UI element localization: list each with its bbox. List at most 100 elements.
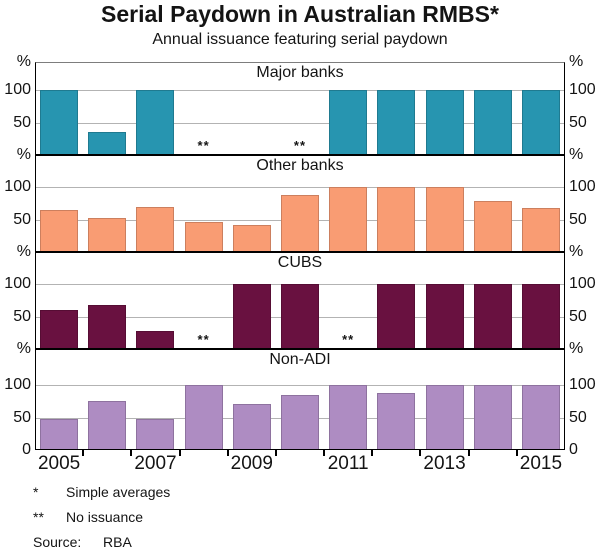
y-label-50-left: 50 [13,210,31,228]
panel-separator [35,154,565,156]
x-tick [515,450,518,456]
bar-other-banks-2009 [232,224,271,252]
x-label-2011: 2011 [327,453,369,474]
bar-other-banks-2007 [136,206,175,252]
panel-separator [35,348,565,350]
y-label-percent-left: % [16,146,31,163]
x-tick [323,450,326,456]
bar-major-banks-2006 [88,131,127,155]
bar-non-adi-2012 [377,392,416,450]
y-label-100-right: 100 [569,178,596,195]
bar-major-banks-2014 [473,90,512,155]
bar-other-banks-2014 [473,200,512,252]
bar-major-banks-2013 [425,90,464,155]
x-tick [178,450,181,456]
panel-separator [35,251,565,253]
bar-other-banks-2015 [521,208,560,252]
y-label-50-left: 50 [13,307,31,325]
x-tick [82,450,85,456]
y-label-percent-left: % [16,53,31,70]
bar-other-banks-2006 [88,217,127,252]
y-label-100-right: 100 [569,376,596,393]
bar-cubs-2005 [40,310,79,349]
x-label-2005: 2005 [37,453,81,474]
footnote-text: No issuance [66,509,144,525]
x-label-2009: 2009 [230,453,273,474]
bar-major-banks-2007 [136,90,175,155]
bar-non-adi-2010 [281,395,319,450]
footnote-text: Simple averages [66,484,171,500]
x-tick [467,450,470,456]
y-label-50-right: 50 [569,210,587,228]
bar-non-adi-2015 [521,385,560,450]
x-label-2013: 2013 [423,453,466,474]
chart-subtitle: Annual issuance featuring serial paydown [152,31,448,48]
y-label-50-right: 50 [569,307,587,325]
bar-non-adi-2014 [473,385,512,450]
bar-non-adi-2009 [232,403,271,450]
y-label-50-right: 50 [569,113,587,131]
bar-cubs-2014 [473,284,512,349]
y-label-percent-right: % [569,340,584,357]
gridline-100 [35,187,565,188]
gridline-100 [35,90,565,91]
y-label-percent-left: % [16,340,31,357]
bar-cubs-2010 [281,284,319,349]
panel-title-other-banks: Other banks [256,157,344,174]
bar-major-banks-2012 [377,90,416,155]
bar-other-banks-2010 [281,195,319,252]
y-label-100-left: 100 [4,275,31,292]
y-label-percent-right: % [569,243,584,260]
bar-other-banks-2008 [184,222,223,252]
y-label-0-right: 0 [569,441,578,458]
y-label-100-right: 100 [569,81,596,98]
bar-non-adi-2007 [136,419,175,450]
no-issuance-marker-major-banks-2008: ** [197,138,210,153]
bar-cubs-2013 [425,284,464,349]
bar-cubs-2006 [88,304,127,349]
panel-title-major-banks: Major banks [256,64,344,81]
y-label-50-left: 50 [13,408,31,426]
footnote-simple-averages: * Simple averages [33,484,170,509]
bar-non-adi-2008 [184,385,223,450]
chart-footnotes: * Simple averages ** No issuance Source:… [33,484,170,553]
bar-other-banks-2013 [425,187,464,252]
footnote-no-issuance: ** No issuance [33,509,170,534]
y-label-100-right: 100 [569,275,596,292]
gridline-100 [35,385,565,386]
bar-non-adi-2011 [329,385,368,450]
footnote-marker: ** [33,509,44,525]
x-tick [226,450,229,456]
x-label-2007: 2007 [134,453,177,474]
source-label: Source: [33,534,82,550]
panel-title-cubs: CUBS [277,254,323,271]
y-label-percent-right: % [569,146,584,163]
no-issuance-marker-cubs-2008: ** [197,332,210,347]
bar-non-adi-2005 [40,419,79,450]
bar-cubs-2009 [232,284,271,349]
x-tick [274,450,277,456]
no-issuance-marker-major-banks-2010: ** [293,138,307,153]
bar-other-banks-2011 [329,187,368,252]
y-label-50-right: 50 [569,408,587,426]
y-label-100-left: 100 [4,376,31,393]
x-tick [371,450,374,456]
source-text: RBA [103,534,132,550]
y-label-100-left: 100 [4,178,31,195]
panel-title-non-adi: Non-ADI [269,351,331,368]
y-label-percent-left: % [16,243,31,260]
bar-other-banks-2012 [377,187,416,252]
bar-other-banks-2005 [40,209,79,252]
x-tick [419,450,422,456]
bar-cubs-2007 [136,331,175,349]
y-label-0-left: 0 [22,441,31,458]
x-tick [130,450,133,456]
bar-cubs-2012 [377,284,416,349]
footnote-source: Source: RBA [33,534,170,553]
footnote-marker: * [33,484,39,500]
x-label-2015: 2015 [519,453,563,474]
bar-major-banks-2015 [521,90,560,155]
no-issuance-marker-cubs-2011: ** [342,332,355,347]
